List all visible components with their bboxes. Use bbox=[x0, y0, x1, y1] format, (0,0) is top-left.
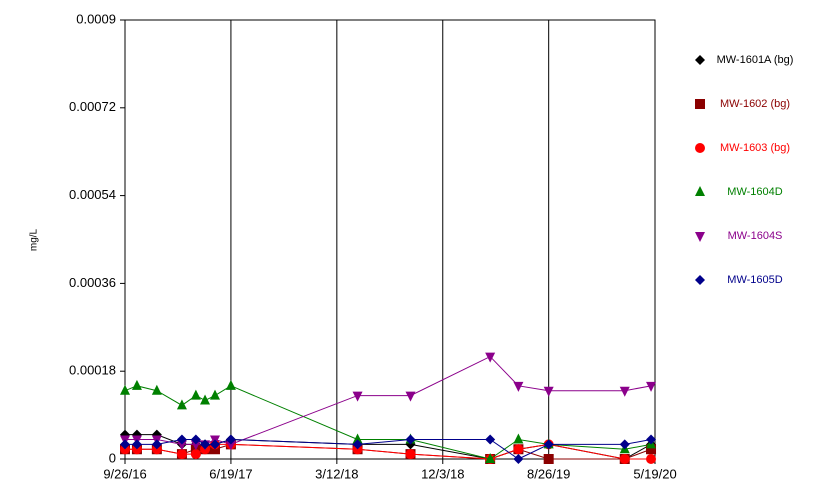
marker bbox=[646, 454, 657, 464]
marker bbox=[176, 449, 187, 460]
marker bbox=[151, 384, 162, 395]
marker bbox=[200, 394, 211, 405]
x-tick-label: 9/26/16 bbox=[103, 466, 146, 481]
marker bbox=[695, 99, 705, 109]
marker bbox=[646, 444, 657, 455]
marker bbox=[543, 386, 554, 397]
legend-label: MW-1604D bbox=[727, 186, 782, 198]
marker bbox=[695, 232, 705, 242]
marker bbox=[619, 439, 630, 450]
marker bbox=[190, 389, 201, 400]
marker bbox=[405, 434, 416, 445]
y-tick-label: 0.00054 bbox=[69, 187, 116, 202]
y-tick-label: 0.00018 bbox=[69, 363, 116, 378]
legend-label: MW-1604S bbox=[728, 230, 783, 242]
marker bbox=[695, 186, 705, 196]
x-tick-label: 3/12/18 bbox=[315, 466, 358, 481]
marker bbox=[485, 453, 496, 463]
legend-label: MW-1602 (bg) bbox=[720, 98, 790, 110]
marker bbox=[513, 454, 524, 464]
marker bbox=[225, 440, 236, 451]
x-tick-label: 6/19/17 bbox=[209, 466, 252, 481]
marker bbox=[209, 439, 220, 450]
marker bbox=[513, 433, 524, 444]
marker bbox=[543, 439, 554, 450]
marker bbox=[190, 440, 201, 451]
marker bbox=[352, 439, 363, 450]
x-tick-label: 8/26/19 bbox=[527, 466, 570, 481]
marker bbox=[352, 391, 363, 402]
marker bbox=[120, 384, 130, 395]
y-axis-label: mg/L bbox=[29, 228, 40, 251]
marker bbox=[176, 434, 187, 445]
marker bbox=[176, 440, 187, 451]
marker bbox=[151, 439, 162, 450]
marker bbox=[190, 449, 201, 460]
y-tick-label: 0.00072 bbox=[69, 99, 116, 114]
marker bbox=[120, 439, 130, 450]
marker bbox=[190, 434, 201, 445]
marker bbox=[200, 439, 211, 450]
marker bbox=[209, 389, 220, 400]
legend-label: MW-1601A (bg) bbox=[717, 54, 794, 66]
marker bbox=[695, 275, 705, 285]
marker bbox=[485, 352, 496, 363]
x-tick-label: 5/19/20 bbox=[633, 466, 676, 481]
marker bbox=[543, 454, 554, 464]
marker bbox=[485, 434, 496, 445]
plot-border bbox=[124, 19, 656, 460]
marker bbox=[619, 386, 630, 397]
marker bbox=[131, 439, 142, 450]
marker bbox=[225, 434, 236, 445]
marker bbox=[405, 449, 416, 460]
y-tick-label: 0.00036 bbox=[69, 275, 116, 290]
legend-label: MW-1603 (bg) bbox=[720, 142, 790, 154]
marker bbox=[646, 381, 657, 392]
marker bbox=[176, 399, 187, 410]
marker bbox=[513, 381, 524, 392]
marker bbox=[131, 379, 142, 390]
y-tick-label: 0 bbox=[109, 450, 116, 465]
legend-label: MW-1605D bbox=[727, 274, 782, 286]
marker bbox=[695, 143, 705, 153]
marker bbox=[619, 454, 630, 464]
x-tick-label: 12/3/18 bbox=[421, 466, 464, 481]
marker bbox=[405, 391, 416, 402]
marker bbox=[513, 444, 524, 455]
marker bbox=[225, 379, 236, 390]
marker bbox=[646, 434, 657, 445]
marker bbox=[352, 433, 363, 444]
y-tick-label: 0.0009 bbox=[76, 11, 116, 26]
marker bbox=[695, 55, 705, 65]
